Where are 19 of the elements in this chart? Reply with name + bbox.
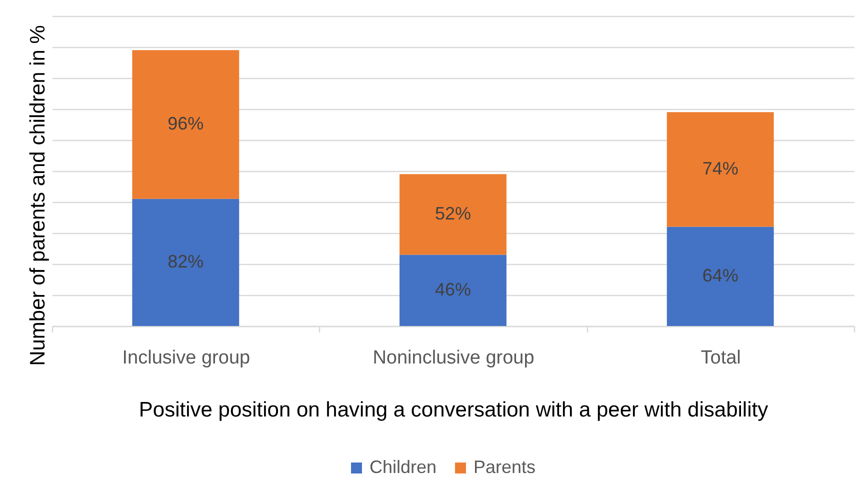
- data-label: 46%: [434, 279, 472, 300]
- x-tick-label: Total: [700, 348, 741, 368]
- data-label: 64%: [702, 265, 738, 286]
- bar: [400, 174, 506, 255]
- legend-label: Children: [370, 457, 437, 477]
- bar: [666, 112, 774, 227]
- data-label: 52%: [434, 203, 472, 224]
- x-tick-label: Inclusive group: [122, 348, 250, 368]
- bar: [132, 50, 240, 199]
- x-tick-label: Noninclusive group: [372, 348, 534, 368]
- x-axis-title: Positive position on having a conversation with a peer with disability: [138, 398, 769, 422]
- bar: [132, 198, 240, 326]
- bar: [400, 254, 506, 326]
- y-axis-title: Number of parents and children in %: [26, 25, 50, 366]
- data-label: 74%: [702, 158, 738, 178]
- data-label: 96%: [168, 114, 204, 134]
- data-label: 82%: [168, 251, 204, 272]
- bar: [666, 226, 774, 326]
- legend-label: Parents: [474, 457, 536, 477]
